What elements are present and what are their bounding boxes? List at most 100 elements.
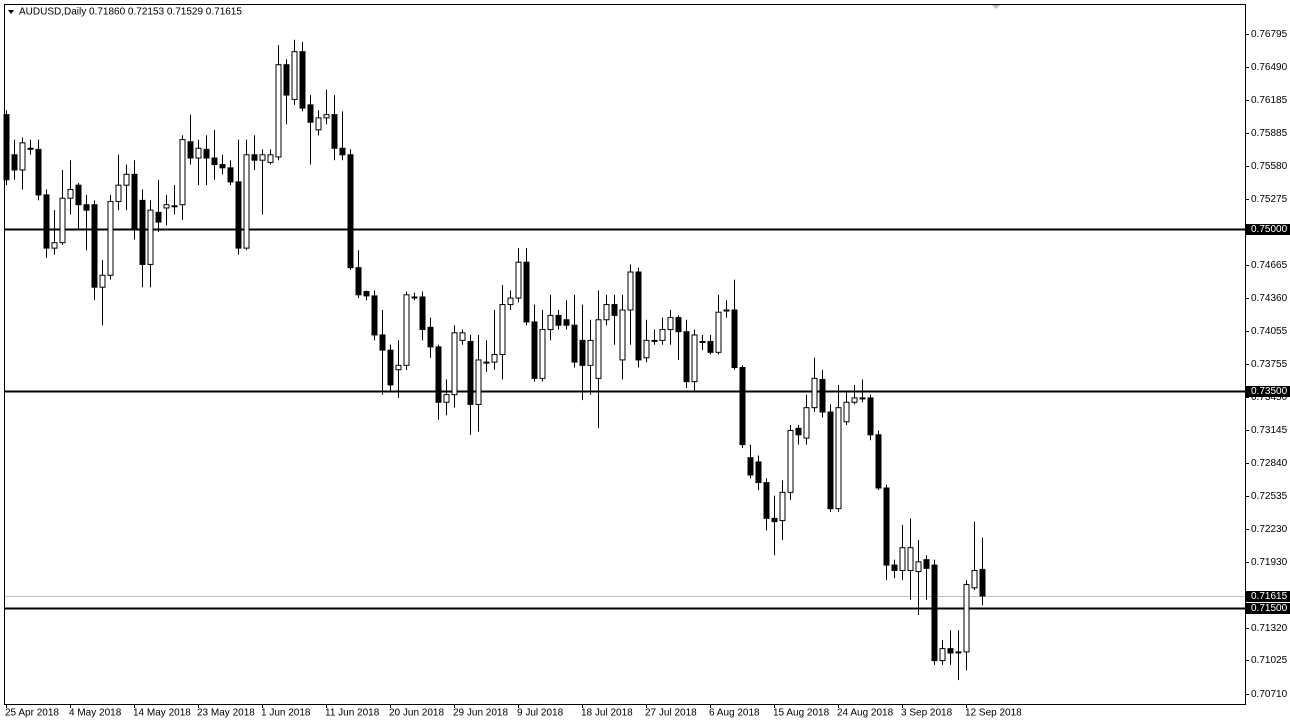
candle-body xyxy=(355,267,362,296)
candle-body xyxy=(443,394,450,403)
candle-body xyxy=(339,147,346,156)
candle-body xyxy=(115,184,122,202)
candle-body xyxy=(267,154,274,163)
candle-body xyxy=(99,274,106,288)
candle-body xyxy=(19,142,26,171)
price-line-box xyxy=(1246,591,1290,602)
y-tick-label: 0.70710 xyxy=(1251,689,1288,700)
candle-body xyxy=(403,294,410,366)
plot-frame xyxy=(4,4,1246,705)
candle-body xyxy=(635,271,642,361)
candle-body xyxy=(779,491,786,522)
menu-arrow[interactable] xyxy=(8,10,14,14)
candle-body xyxy=(67,189,74,199)
candle-body xyxy=(499,304,506,356)
y-tick-label: 0.76185 xyxy=(1251,95,1288,106)
candle-body xyxy=(131,173,138,231)
candle-body xyxy=(299,51,306,109)
candle-body xyxy=(51,242,58,249)
candle-body xyxy=(195,147,202,159)
candle-body xyxy=(963,584,970,653)
candle-body xyxy=(643,339,650,359)
candle-body xyxy=(155,211,162,223)
horizontal-level-label: 0.75000 xyxy=(1251,224,1288,235)
candle-body xyxy=(755,461,762,484)
candle-body xyxy=(187,141,194,159)
candle-body xyxy=(59,197,66,244)
candle-body xyxy=(419,296,426,331)
x-tick-label: 27 Jul 2018 xyxy=(645,708,697,719)
candle-body xyxy=(35,148,42,196)
y-tick-label: 0.71930 xyxy=(1251,557,1288,568)
candle-body xyxy=(875,434,882,489)
candle-body xyxy=(867,397,874,436)
horizontal-level-box xyxy=(1246,386,1290,397)
candle-body xyxy=(835,407,842,510)
y-tick-label: 0.72230 xyxy=(1251,524,1288,535)
candle-body xyxy=(627,271,634,311)
candle-body xyxy=(723,309,730,312)
candle-body xyxy=(707,340,714,353)
candle-body xyxy=(923,559,930,569)
candle-body xyxy=(747,457,754,476)
candle-body xyxy=(739,367,746,446)
candle-body xyxy=(691,334,698,383)
candle-body xyxy=(851,397,858,403)
plot-area: 0.76795 0.76490 0.76185 0.75885 0.75580 0.752… xyxy=(3,29,1290,719)
candle-body xyxy=(323,114,330,119)
candle-body xyxy=(395,364,402,371)
candle-body xyxy=(491,354,498,363)
candle-body xyxy=(467,340,474,405)
candle-body xyxy=(147,209,154,265)
horizontal-level-box xyxy=(1246,224,1290,235)
y-tick-label: 0.71320 xyxy=(1251,623,1288,634)
candle-body xyxy=(427,326,434,348)
y-tick-label: 0.72535 xyxy=(1251,491,1288,502)
candle-body xyxy=(459,332,466,341)
x-tick-label: 14 May 2018 xyxy=(133,708,191,719)
candle-body xyxy=(611,304,618,316)
candle-body xyxy=(811,377,818,409)
candle-body xyxy=(523,261,530,323)
x-tick-label: 18 Jul 2018 xyxy=(581,708,633,719)
x-tick-label: 4 May 2018 xyxy=(69,708,122,719)
y-tick-label: 0.73450 xyxy=(1251,392,1288,403)
candle-body xyxy=(891,564,898,571)
candle-body xyxy=(43,194,50,249)
candle-body xyxy=(291,51,298,100)
candle-body xyxy=(915,561,922,573)
candle-body xyxy=(243,154,250,249)
horizontal-level-label: 0.73500 xyxy=(1251,386,1288,397)
candle-body xyxy=(411,296,418,299)
candle-body xyxy=(771,517,778,523)
y-tick-label: 0.73755 xyxy=(1251,359,1288,370)
x-tick-label: 15 Aug 2018 xyxy=(773,708,830,719)
candle-body xyxy=(203,148,210,159)
y-tick-label: 0.74055 xyxy=(1251,326,1288,337)
shift-marker[interactable] xyxy=(992,5,1000,9)
candle-body xyxy=(235,181,242,249)
y-tick-label: 0.76795 xyxy=(1251,29,1288,40)
x-tick-label: 20 Jun 2018 xyxy=(389,708,444,719)
candle-body xyxy=(347,154,354,269)
candle-body xyxy=(211,157,218,166)
candle-body xyxy=(899,547,906,571)
candle-body xyxy=(507,297,514,306)
candle-body xyxy=(27,147,34,150)
candle-body xyxy=(163,204,170,209)
candle-body xyxy=(515,261,522,299)
candle-body xyxy=(699,340,706,343)
candle-body xyxy=(483,361,490,364)
candle-body xyxy=(259,154,266,161)
candle-body xyxy=(939,648,946,662)
candle-body xyxy=(371,295,378,336)
chart-title: AUDUSD,Daily 0.71860 0.72153 0.71529 0.7… xyxy=(19,7,242,18)
candle-body xyxy=(715,311,722,353)
y-tick-label: 0.71025 xyxy=(1251,655,1288,666)
candle-body xyxy=(179,139,186,206)
candle-body xyxy=(731,309,738,369)
candle-body xyxy=(827,411,834,510)
